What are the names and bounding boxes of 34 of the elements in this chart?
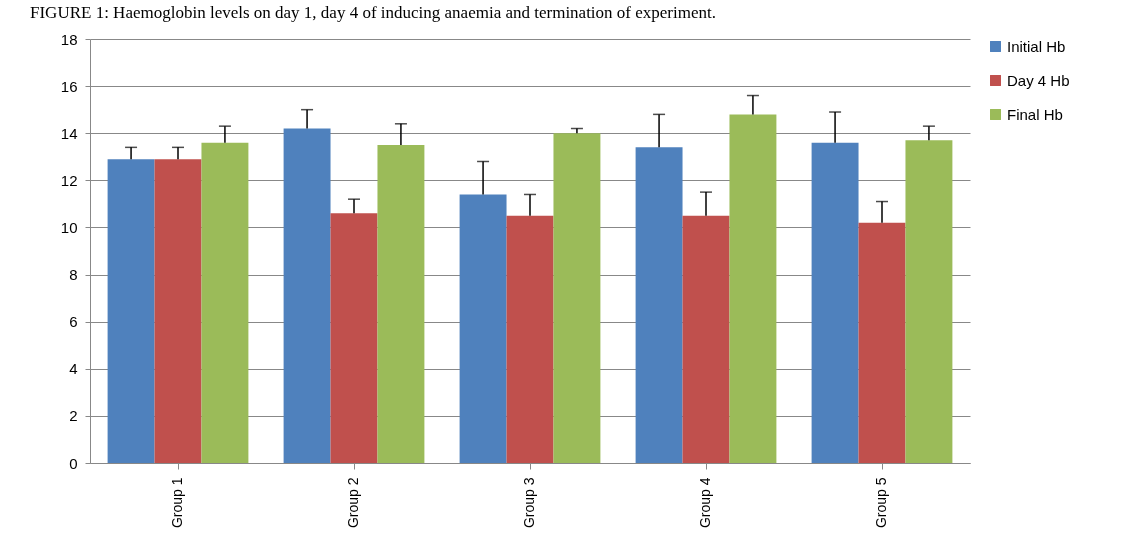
y-tick-label: 16 — [60, 77, 78, 95]
x-tick-label: Group 5 — [873, 477, 889, 529]
y-tick-label: 2 — [69, 407, 78, 425]
bar — [905, 140, 953, 463]
y-tick-label: 8 — [69, 266, 78, 284]
x-tick-label: Group 1 — [169, 477, 185, 529]
legend-label: Initial Hb — [1007, 37, 1066, 55]
bar — [506, 215, 554, 463]
bar — [858, 222, 906, 463]
bar — [377, 145, 425, 463]
y-tick-label: 6 — [69, 313, 78, 331]
bar — [635, 147, 683, 463]
y-tick-label: 10 — [60, 218, 78, 236]
y-tick-label: 0 — [69, 454, 78, 472]
bar — [729, 114, 777, 463]
y-tick-label: 12 — [60, 171, 78, 189]
legend-label: Day 4 Hb — [1007, 71, 1070, 89]
bar — [553, 133, 601, 463]
chart-title: FIGURE 1: Haemoglobin levels on day 1, day 4 of inducing anaemia and termination of experiment. — [30, 3, 716, 22]
x-tick-label: Group 4 — [697, 477, 713, 529]
bar — [154, 159, 202, 463]
y-tick-label: 4 — [69, 360, 78, 378]
y-tick-label: 18 — [60, 30, 78, 48]
bar — [330, 213, 378, 463]
bar — [283, 128, 331, 463]
x-tick-label: Group 2 — [345, 477, 361, 529]
legend-label: Final Hb — [1007, 105, 1063, 123]
bar — [811, 142, 859, 463]
x-tick-label: Group 3 — [521, 477, 537, 529]
bar — [107, 159, 155, 463]
y-tick-label: 14 — [60, 124, 78, 142]
bar — [682, 215, 730, 463]
bar — [201, 142, 249, 463]
bar — [459, 194, 507, 463]
